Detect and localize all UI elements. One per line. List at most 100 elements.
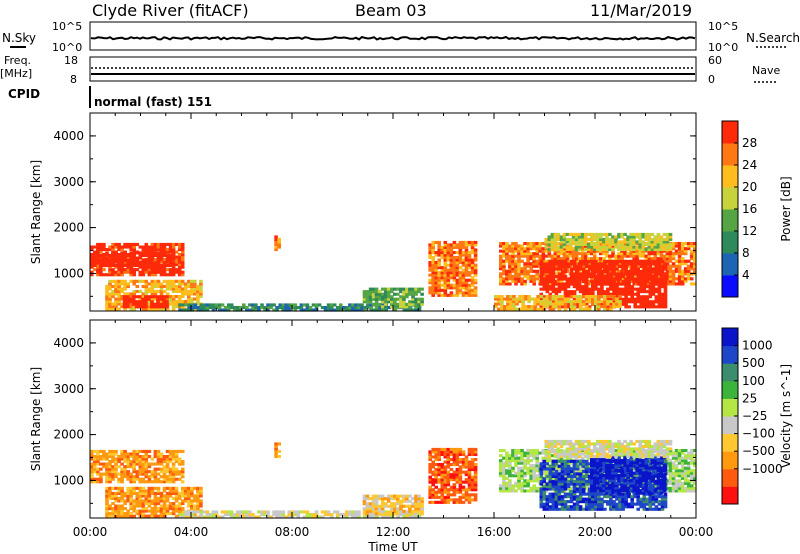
data-cell bbox=[357, 306, 361, 310]
data-cell bbox=[632, 274, 636, 278]
data-cell bbox=[527, 300, 531, 304]
data-cell bbox=[572, 305, 577, 309]
data-cell bbox=[633, 302, 637, 306]
data-cell bbox=[563, 290, 568, 294]
data-cell bbox=[446, 495, 451, 499]
data-cell bbox=[563, 267, 568, 271]
data-cell bbox=[455, 447, 460, 451]
data-cell bbox=[541, 471, 546, 475]
data-cell bbox=[621, 280, 625, 284]
data-cell bbox=[339, 303, 343, 307]
data-cell bbox=[443, 243, 448, 247]
data-cell bbox=[624, 285, 628, 289]
data-cell bbox=[629, 235, 633, 239]
data-cell bbox=[668, 235, 673, 239]
data-cell bbox=[114, 467, 118, 471]
data-cell bbox=[600, 264, 604, 268]
data-cell bbox=[284, 308, 288, 312]
data-cell bbox=[443, 256, 448, 260]
data-cell bbox=[314, 306, 319, 310]
data-cell bbox=[668, 248, 673, 252]
data-cell bbox=[326, 306, 331, 310]
data-cell bbox=[473, 447, 478, 451]
data-cell bbox=[500, 297, 504, 301]
data-cell bbox=[117, 496, 121, 500]
data-cell bbox=[308, 515, 313, 519]
data-cell bbox=[254, 308, 258, 312]
data-cell bbox=[553, 264, 558, 268]
data-cell bbox=[159, 300, 164, 304]
data-cell bbox=[630, 262, 634, 266]
data-cell bbox=[572, 295, 577, 299]
data-cell bbox=[624, 270, 628, 274]
data-cell bbox=[93, 460, 97, 464]
data-cell bbox=[414, 507, 418, 511]
data-cell bbox=[123, 260, 127, 264]
data-cell bbox=[654, 272, 659, 276]
data-cell bbox=[562, 242, 567, 246]
data-cell bbox=[680, 272, 685, 276]
data-cell bbox=[553, 257, 558, 261]
data-cell bbox=[374, 292, 379, 296]
data-cell bbox=[455, 470, 460, 474]
data-cell bbox=[196, 284, 200, 288]
data-cell bbox=[654, 267, 659, 271]
data-cell bbox=[502, 272, 506, 276]
data-cell bbox=[177, 295, 182, 299]
data-cell bbox=[535, 244, 539, 248]
data-cell bbox=[105, 514, 109, 518]
data-cell bbox=[168, 287, 173, 291]
data-cell bbox=[621, 282, 625, 286]
data-cell bbox=[535, 461, 539, 465]
data-cell bbox=[138, 489, 143, 493]
data-cell bbox=[93, 256, 97, 260]
data-cell bbox=[417, 300, 421, 304]
data-cell bbox=[577, 269, 582, 273]
data-cell bbox=[627, 262, 631, 266]
data-cell bbox=[393, 302, 397, 306]
data-cell bbox=[99, 273, 103, 277]
data-cell bbox=[514, 456, 518, 460]
data-cell bbox=[90, 455, 94, 459]
data-cell bbox=[386, 497, 391, 501]
data-cell bbox=[117, 307, 121, 311]
data-cell bbox=[615, 295, 619, 299]
data-cell bbox=[147, 261, 152, 265]
data-cell bbox=[381, 303, 385, 307]
data-cell bbox=[671, 247, 676, 251]
data-cell bbox=[399, 295, 403, 299]
data-cell bbox=[156, 282, 161, 286]
data-cell bbox=[99, 455, 103, 459]
data-cell bbox=[428, 475, 432, 479]
date-title: 11/Mar/2019 bbox=[590, 1, 692, 20]
data-cell bbox=[520, 449, 524, 453]
data-cell bbox=[591, 302, 595, 306]
data-cell bbox=[575, 280, 580, 284]
data-cell bbox=[574, 259, 579, 263]
data-cell bbox=[514, 274, 518, 278]
data-cell bbox=[620, 269, 624, 273]
data-cell bbox=[348, 510, 352, 514]
data-cell bbox=[171, 253, 176, 257]
data-cell bbox=[590, 237, 594, 241]
data-cell bbox=[277, 245, 281, 249]
data-cell bbox=[183, 282, 188, 286]
data-cell bbox=[99, 467, 103, 471]
data-cell bbox=[345, 513, 349, 517]
data-cell bbox=[526, 254, 530, 258]
data-cell bbox=[348, 513, 352, 517]
data-cell bbox=[587, 292, 592, 296]
data-cell bbox=[111, 457, 115, 461]
data-cell bbox=[617, 242, 621, 246]
data-cell bbox=[624, 290, 628, 294]
data-cell bbox=[171, 470, 176, 474]
data-cell bbox=[517, 484, 521, 488]
data-cell bbox=[408, 494, 412, 498]
data-cell bbox=[517, 247, 521, 251]
data-cell bbox=[443, 271, 448, 275]
data-cell bbox=[494, 302, 498, 306]
data-cell bbox=[464, 288, 469, 292]
data-cell bbox=[202, 515, 207, 519]
data-cell bbox=[177, 287, 182, 291]
data-cell bbox=[458, 485, 463, 489]
